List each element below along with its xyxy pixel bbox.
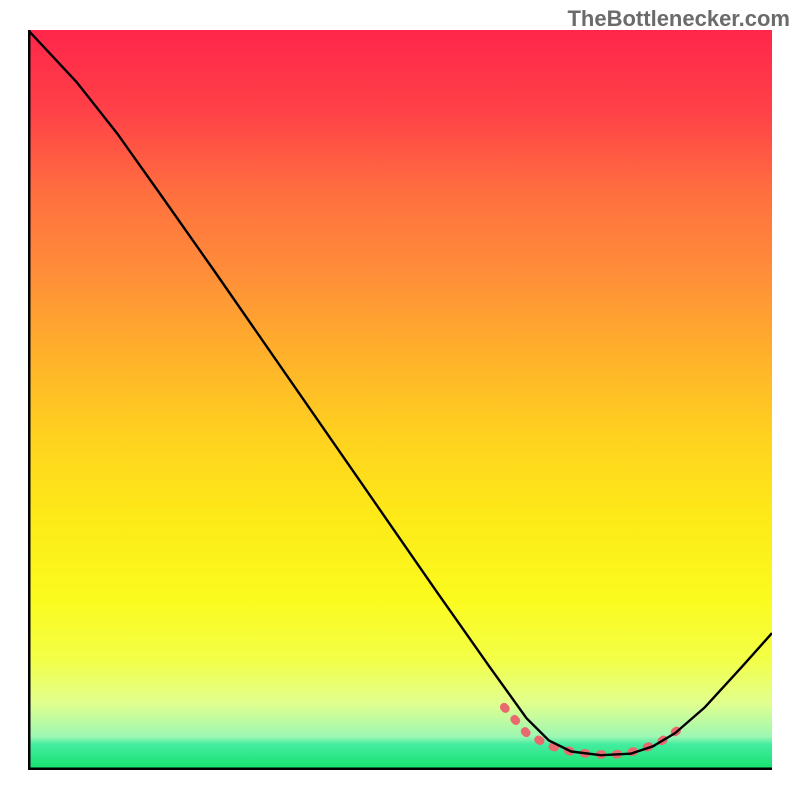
plot-area: [28, 30, 772, 770]
chart-svg: [28, 30, 772, 770]
bottleneck-curve: [28, 30, 772, 755]
axes: [28, 30, 772, 770]
bottleneck-chart: TheBottlenecker.com: [0, 0, 800, 800]
watermark-text: TheBottlenecker.com: [567, 6, 790, 32]
